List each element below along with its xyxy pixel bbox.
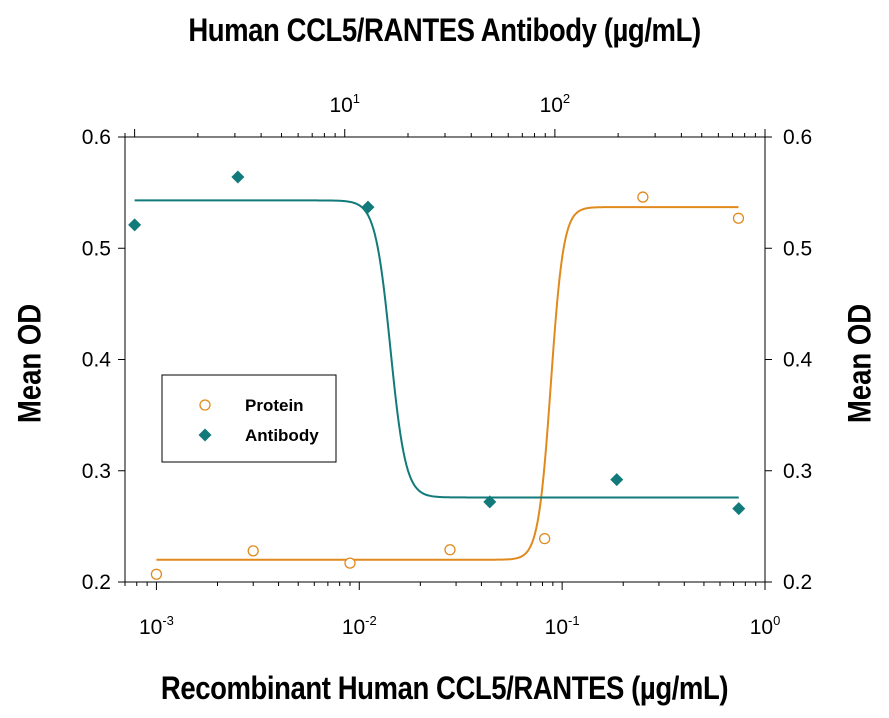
protein-data-point bbox=[247, 545, 259, 557]
antibody-data-point bbox=[732, 502, 746, 516]
antibody-data-point bbox=[128, 218, 142, 232]
right-y-tick-label: 0.2 bbox=[783, 571, 812, 594]
right-y-tick-label: 0.5 bbox=[783, 237, 812, 260]
legend-label-antibody: Antibody bbox=[245, 426, 319, 445]
top-x-tick-label: 101 bbox=[329, 91, 360, 117]
antibody-data-point bbox=[483, 495, 497, 509]
antibody-data-point bbox=[361, 200, 375, 214]
protein-fit-curve bbox=[156, 206, 739, 561]
right-y-tick-label: 0.6 bbox=[783, 126, 812, 149]
top-axis-title: Human CCL5/RANTES Antibody (µg/mL) bbox=[188, 12, 701, 48]
antibody-fit-curve bbox=[134, 199, 739, 499]
antibody-data-point bbox=[610, 473, 624, 487]
protein-data-point bbox=[444, 544, 456, 556]
bottom-x-tick-label: 100 bbox=[750, 613, 781, 639]
antibody-data-point bbox=[231, 170, 245, 184]
right-y-tick-label: 0.3 bbox=[783, 460, 812, 483]
right-y-tick-label: 0.4 bbox=[783, 349, 813, 372]
bottom-x-tick-label: 10-1 bbox=[545, 613, 580, 639]
left-y-tick-label: 0.4 bbox=[82, 349, 112, 372]
left-y-tick-label: 0.6 bbox=[82, 126, 111, 149]
bottom-x-tick-label: 10-3 bbox=[139, 613, 174, 639]
legend-marker-antibody bbox=[198, 428, 212, 442]
protein-data-point bbox=[150, 568, 163, 580]
protein-data-point bbox=[344, 557, 356, 569]
left-y-tick-label: 0.3 bbox=[82, 460, 111, 483]
protein-data-point bbox=[732, 212, 745, 224]
axes-layer: 0.2 0.2 0.3 0.3 0.4 0.4 0.5 0.5 0.6 0.6 10-3 10-2 10… bbox=[82, 91, 813, 639]
legend-marker-protein bbox=[199, 399, 211, 411]
fit-curves bbox=[134, 199, 739, 561]
left-y-tick-label: 0.2 bbox=[82, 571, 111, 594]
legend-box bbox=[161, 374, 337, 463]
legend: Protein Antibody bbox=[161, 374, 337, 463]
bottom-x-tick-label: 10-2 bbox=[342, 613, 377, 639]
bottom-x-axis-label: Recombinant Human CCL5/RANTES (µg/mL) bbox=[160, 670, 729, 706]
protein-data-point bbox=[539, 532, 551, 545]
left-y-tick-label: 0.5 bbox=[82, 237, 111, 260]
data-points bbox=[128, 170, 746, 580]
top-x-tick-label: 102 bbox=[540, 91, 571, 117]
protein-data-point bbox=[637, 191, 649, 203]
legend-label-protein: Protein bbox=[245, 396, 304, 415]
